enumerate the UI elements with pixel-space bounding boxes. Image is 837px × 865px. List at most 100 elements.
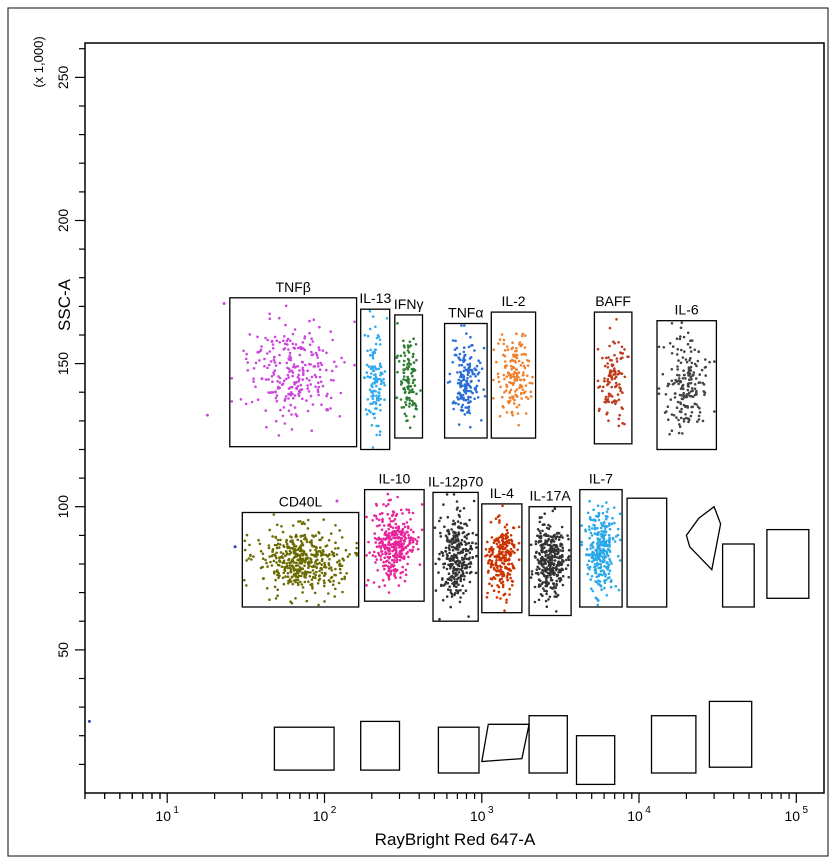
event-point	[464, 547, 468, 551]
event-point	[318, 569, 321, 573]
event-point	[604, 356, 608, 360]
event-point	[378, 585, 381, 589]
event-point	[543, 550, 547, 554]
event-point	[522, 371, 525, 374]
event-point	[613, 353, 616, 357]
event-point	[328, 558, 331, 561]
event-point	[594, 548, 597, 552]
event-point	[502, 593, 506, 597]
event-point	[536, 571, 540, 575]
event-point	[513, 398, 516, 402]
event-point	[337, 581, 341, 585]
event-point	[690, 378, 693, 381]
event-point	[303, 570, 307, 573]
event-point	[567, 558, 571, 562]
event-point	[448, 559, 452, 562]
event-point	[703, 391, 707, 394]
gate-label: TNFα	[448, 305, 483, 321]
event-point	[310, 429, 314, 433]
event-point	[333, 573, 336, 577]
event-point	[278, 316, 281, 320]
event-point	[608, 540, 611, 544]
event-point	[285, 361, 289, 365]
event-point	[316, 562, 319, 566]
event-point	[324, 545, 328, 548]
event-point	[377, 367, 381, 371]
event-point	[264, 336, 267, 340]
event-point	[301, 549, 304, 552]
event-point	[263, 357, 266, 361]
event-point	[316, 553, 320, 556]
event-point	[277, 563, 281, 567]
event-point	[452, 572, 455, 575]
event-point	[299, 539, 303, 543]
event-point	[476, 396, 480, 399]
event-point	[459, 521, 463, 525]
event-point	[303, 537, 306, 541]
event-point	[543, 546, 546, 549]
event-point	[603, 565, 606, 568]
event-point	[679, 361, 683, 365]
event-point	[278, 381, 282, 384]
event-point	[602, 385, 605, 389]
event-point	[277, 571, 280, 575]
event-point	[512, 546, 516, 549]
event-point	[404, 401, 407, 404]
event-point	[490, 559, 494, 563]
event-point	[382, 560, 385, 564]
event-point	[270, 375, 274, 378]
event-point	[677, 377, 681, 380]
event-point	[411, 381, 415, 385]
event-point	[412, 530, 415, 534]
event-point	[242, 349, 245, 353]
event-point	[509, 576, 512, 580]
event-point	[296, 570, 299, 574]
event-point	[378, 343, 382, 346]
event-point	[615, 318, 618, 321]
event-point	[374, 342, 378, 346]
event-point	[557, 547, 560, 551]
event-point	[408, 389, 412, 392]
event-point	[607, 534, 611, 537]
event-point	[588, 499, 591, 503]
event-point	[374, 348, 378, 352]
event-point	[459, 588, 462, 592]
event-point	[698, 407, 701, 410]
event-point	[491, 553, 494, 556]
event-point	[497, 552, 501, 556]
event-point	[285, 377, 288, 381]
event-point	[393, 559, 396, 562]
event-point	[513, 353, 517, 357]
event-point	[391, 558, 394, 562]
event-point	[589, 578, 592, 581]
event-point	[383, 383, 386, 387]
event-point	[407, 555, 410, 559]
event-point	[368, 551, 371, 554]
event-point	[384, 504, 388, 508]
event-point	[465, 557, 469, 561]
event-point	[317, 381, 320, 385]
gate-rect	[394, 314, 424, 439]
event-point	[521, 361, 524, 365]
event-point	[248, 543, 251, 547]
event-point	[301, 378, 305, 381]
event-point	[467, 541, 471, 545]
event-point	[395, 536, 399, 539]
empty-gate-rect	[437, 726, 480, 774]
event-point	[387, 569, 390, 573]
event-point	[670, 379, 674, 383]
event-point	[456, 526, 460, 529]
event-point	[265, 352, 269, 355]
event-point	[460, 375, 463, 379]
event-point	[507, 562, 510, 566]
event-point	[467, 401, 470, 405]
event-point	[553, 595, 556, 598]
event-point	[484, 548, 488, 551]
event-point	[565, 558, 568, 562]
event-point	[293, 328, 297, 331]
event-point	[292, 396, 295, 400]
event-point	[599, 540, 602, 544]
event-point	[527, 359, 531, 363]
event-point	[311, 403, 315, 406]
